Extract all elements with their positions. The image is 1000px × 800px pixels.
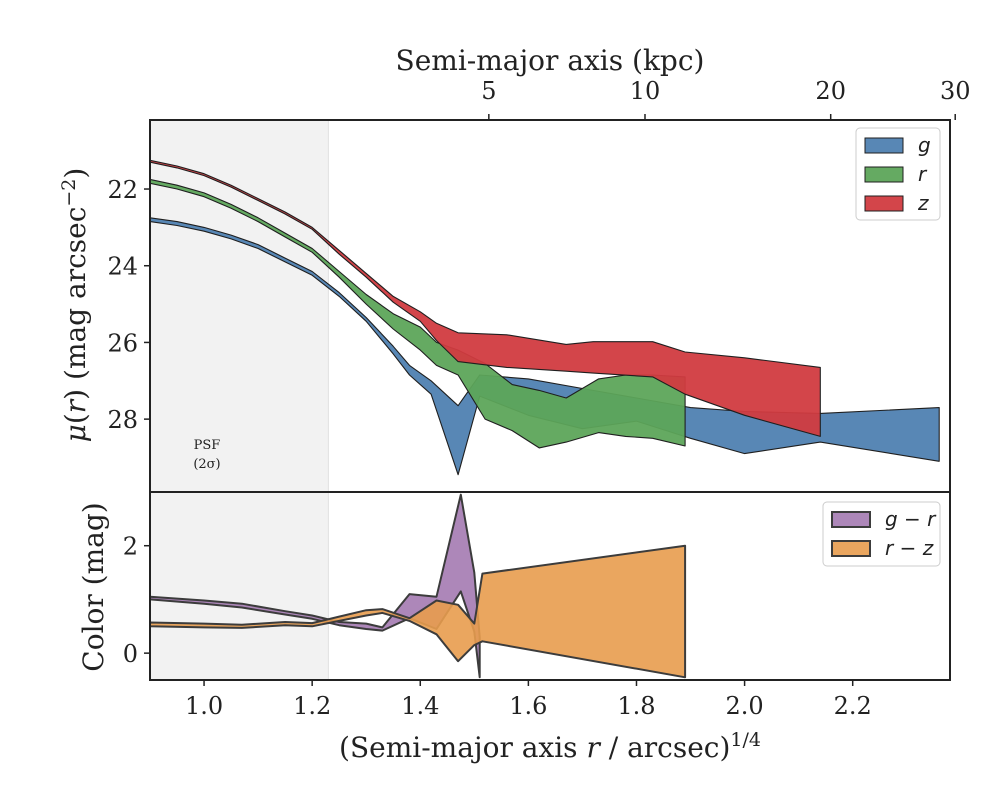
top-x-tick-label: 20 [815, 77, 846, 105]
x-tick-label: 1.0 [185, 692, 223, 720]
x-label-mid: / arcsec) [600, 731, 731, 764]
legend-swatch [831, 540, 871, 557]
y-tick-label: 26 [107, 329, 138, 357]
legend-label: g − r [885, 507, 937, 531]
legend-swatch [864, 137, 904, 154]
surface-brightness-panel: PSF(2σ)2224262851020305075100150grz [107, 77, 971, 680]
legend-label: z [917, 191, 929, 215]
color-y-tick-label: 2 [123, 533, 138, 561]
psf-shaded-region [150, 120, 329, 680]
x-label-exp: 1/4 [730, 729, 761, 751]
legend-swatch [831, 511, 871, 528]
y-tick-label: 28 [107, 406, 138, 434]
legend-swatch [864, 195, 904, 212]
x-label-r: r [586, 731, 601, 764]
bottom-panel-frame [149, 491, 951, 681]
top-x-tick-label: 10 [630, 77, 661, 105]
y-label-exp: −2 [58, 179, 80, 207]
top-x-tick-label: 5 [481, 77, 496, 105]
legend-label: r [918, 162, 928, 186]
x-tick-label: 1.4 [401, 692, 439, 720]
psf-sigma-label: (2σ) [193, 457, 220, 472]
top-legend: grz [855, 127, 941, 221]
color-y-tick-label: 0 [123, 640, 138, 668]
y-tick-label: 22 [107, 176, 138, 204]
g-band-profile [150, 217, 940, 476]
bottom-axis-label: (Semi-major axis r / arcsec)1/4 [339, 729, 761, 764]
y-label-r: r [59, 398, 92, 413]
legend-swatch [864, 166, 904, 183]
color-panel: 0 2 1.0 1.2 1.4 1.6 1.8 2.0 2.2 g − r r − z [123, 491, 951, 720]
g-minus-r-color-band [150, 493, 481, 679]
x-tick-label: 1.8 [617, 692, 655, 720]
bottom-panel-y-label: Color (mag) [77, 502, 110, 671]
top-x-tick-label: 30 [940, 77, 971, 105]
x-tick-label: 2.0 [726, 692, 764, 720]
y-label-unit: (mag arcsec [59, 207, 92, 380]
z-band-profile [150, 159, 821, 437]
r-minus-z-color-band [150, 544, 687, 679]
x-tick-label: 1.6 [509, 692, 547, 720]
y-label-mu: μ [59, 424, 92, 442]
top-axis-label: Semi-major axis (kpc) [396, 44, 705, 77]
y-label-close: ) [59, 168, 92, 179]
x-tick-label: 2.2 [834, 692, 872, 720]
x-tick-label: 1.2 [293, 692, 331, 720]
legend-label: g [918, 133, 931, 157]
psf-label: PSF [194, 438, 221, 453]
r-band-profile [150, 178, 686, 449]
legend-label: r − z [885, 536, 934, 560]
x-label-open: (Semi-major axis [339, 731, 586, 764]
y-tick-label: 24 [107, 253, 138, 281]
top-panel-y-label: μ(r) (mag arcsec−2) [58, 168, 92, 443]
color-legend: g − r r − z [822, 501, 941, 567]
